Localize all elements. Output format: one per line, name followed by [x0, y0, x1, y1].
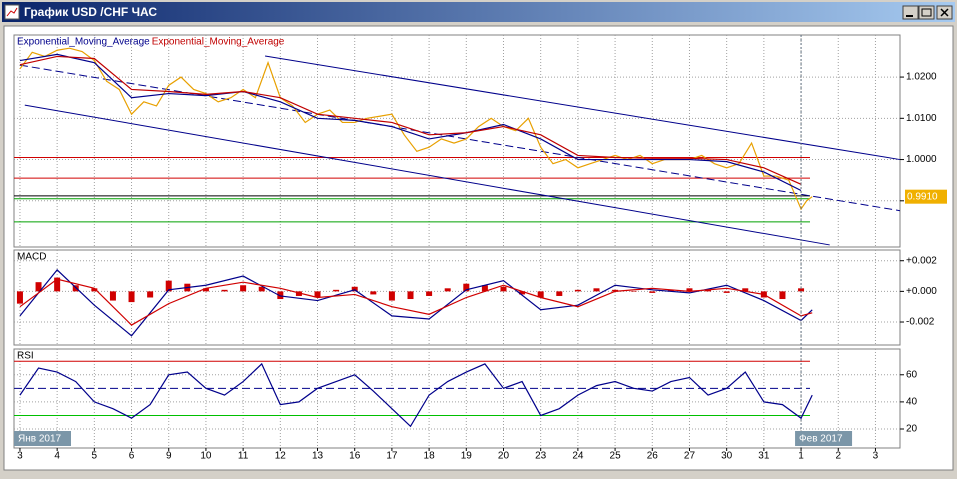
histogram-bar	[16, 291, 23, 304]
series-line	[19, 278, 813, 326]
y-tick-label: 20	[906, 424, 918, 435]
histogram-bar	[667, 289, 674, 292]
histogram-bar	[556, 291, 563, 296]
histogram-bar	[370, 291, 377, 295]
legend-entry: Exponential_Moving_Average	[17, 37, 150, 48]
x-tick-label: 26	[647, 451, 659, 462]
legend-entry: Exponential_Moving_Average	[152, 37, 285, 48]
x-tick-label: 4	[54, 451, 60, 462]
maximize-button[interactable]	[918, 5, 935, 20]
x-tick-label: 25	[610, 451, 622, 462]
x-tick-label: 9	[166, 451, 172, 462]
histogram-bar	[686, 288, 693, 292]
histogram-bar	[444, 288, 451, 292]
x-tick-label: 30	[721, 451, 733, 462]
histogram-bar	[481, 285, 488, 292]
x-tick-label: 27	[684, 451, 696, 462]
histogram-bar	[165, 280, 172, 292]
y-tick-label: 1.0000	[906, 154, 937, 165]
x-tick-label: 20	[498, 451, 510, 462]
window-title: График USD /CHF ЧАС	[24, 5, 157, 19]
histogram-bar	[54, 277, 61, 292]
histogram-bar	[147, 291, 154, 298]
x-tick-label: 1	[798, 451, 804, 462]
x-tick-label: 5	[92, 451, 98, 462]
histogram-bar	[35, 282, 42, 292]
histogram-bar	[258, 286, 265, 292]
histogram-bar	[630, 291, 637, 292]
panel	[13, 34, 901, 248]
x-tick-label: 3	[873, 451, 879, 462]
x-tick-label: 13	[312, 451, 324, 462]
trend-channel	[24, 104, 830, 246]
histogram-bar	[128, 291, 135, 303]
series-line	[19, 362, 813, 428]
y-tick-label: -0.002	[906, 317, 935, 328]
x-tick-label: 3	[17, 451, 23, 462]
histogram-bar	[779, 291, 786, 300]
last-price-label: 0.9910	[907, 191, 938, 202]
histogram-bar	[407, 291, 414, 300]
histogram-bar	[351, 286, 358, 292]
histogram-bar	[798, 288, 805, 292]
x-tick-label: 2	[835, 451, 841, 462]
period-label: Фев 2017	[799, 434, 843, 445]
x-tick-label: 31	[758, 451, 770, 462]
close-button[interactable]	[936, 5, 953, 20]
histogram-bar	[295, 291, 302, 296]
histogram-bar	[91, 288, 98, 292]
histogram-bar	[649, 291, 656, 293]
trend-channel	[264, 55, 901, 161]
x-tick-label: 11	[238, 451, 249, 462]
series-line	[19, 53, 802, 192]
x-tick-label: 18	[424, 451, 436, 462]
x-tick-label: 24	[572, 451, 584, 462]
y-tick-label: +0.002	[906, 255, 937, 266]
histogram-bar	[723, 291, 730, 293]
panel-title: MACD	[17, 252, 46, 263]
x-tick-label: 12	[275, 451, 287, 462]
y-tick-label: 1.0100	[906, 113, 937, 124]
y-tick-label: 1.0200	[906, 72, 937, 83]
histogram-bar	[221, 289, 228, 292]
period-label-box	[795, 431, 853, 446]
y-tick-label: +0.000	[906, 286, 937, 297]
histogram-bar	[463, 283, 470, 292]
histogram-bar	[333, 289, 340, 292]
histogram-bar	[388, 291, 395, 301]
panel-title: RSI	[17, 351, 34, 362]
histogram-bar	[519, 291, 526, 295]
panel	[13, 348, 901, 449]
histogram-bar	[109, 291, 116, 301]
series-line	[19, 55, 802, 185]
x-tick-label: 23	[535, 451, 547, 462]
histogram-bar	[705, 289, 712, 292]
period-label: Янв 2017	[18, 434, 62, 445]
x-tick-label: 10	[200, 451, 212, 462]
title-bar	[2, 2, 955, 22]
histogram-bar	[500, 286, 507, 292]
histogram-bar	[537, 291, 544, 298]
histogram-bar	[742, 288, 749, 292]
histogram-bar	[426, 291, 433, 296]
histogram-bar	[202, 288, 209, 292]
x-tick-label: 16	[349, 451, 361, 462]
period-label-box	[14, 431, 71, 446]
x-tick-label: 6	[129, 451, 135, 462]
histogram-bar	[593, 288, 600, 292]
last-price-box	[905, 189, 947, 204]
histogram-bar	[277, 291, 284, 300]
histogram-bar	[314, 291, 321, 298]
minimize-button[interactable]	[902, 5, 919, 20]
x-tick-label: 17	[386, 451, 398, 462]
x-tick-label: 19	[461, 451, 473, 462]
y-tick-label: 40	[906, 397, 918, 408]
histogram-bar	[574, 289, 581, 292]
y-tick-label: 60	[906, 369, 918, 380]
window-icon-line	[6, 7, 18, 17]
histogram-bar	[240, 285, 247, 292]
histogram-bar	[612, 289, 619, 292]
